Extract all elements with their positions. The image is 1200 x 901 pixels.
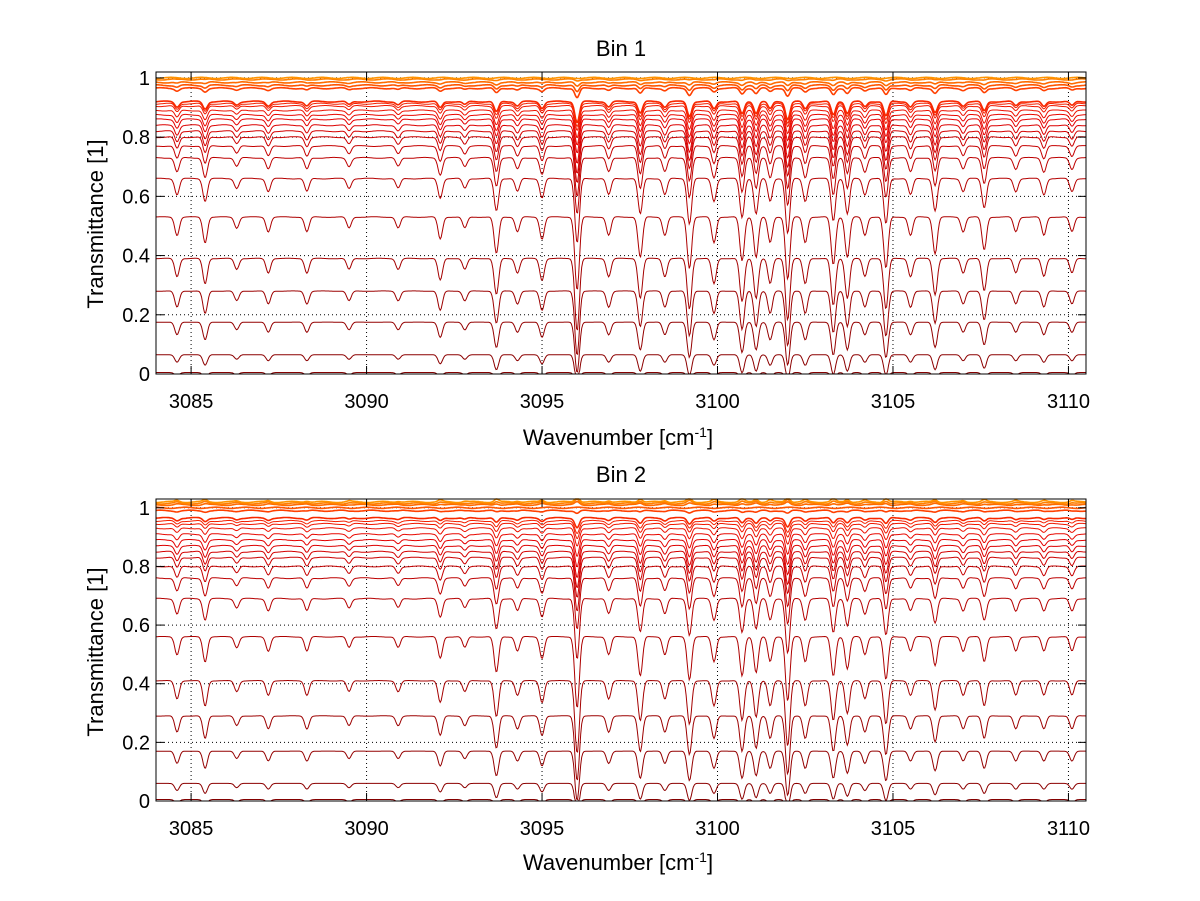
spectrum-series-line	[156, 750, 1086, 801]
spectrum-series-line	[156, 83, 1087, 93]
spectrum-series-line	[155, 527, 1086, 547]
y-axis-ticks: 0 0.2 0.4 0.6 0.8 1	[122, 498, 1086, 813]
y-tick-label: 1	[139, 68, 150, 90]
spectrum-series-line	[155, 145, 1086, 197]
spectrum-series-line	[155, 80, 1086, 87]
spectrum-series-line	[156, 782, 1086, 802]
spectrum-series-line	[156, 76, 1087, 80]
x-tick-label: 3090	[344, 818, 389, 840]
y-tick-label: 0.4	[122, 246, 150, 268]
spectrum-series-line	[155, 257, 1086, 331]
spectrum-series-line	[156, 519, 1087, 534]
chart-title: Bin 1	[596, 36, 646, 61]
spectrum-series-line	[155, 509, 1087, 515]
spectrum-series-line	[155, 216, 1086, 290]
spectrum-series-line	[156, 354, 1086, 375]
y-tick-label: 0.8	[122, 127, 150, 149]
spectrum-series-line	[155, 77, 1087, 82]
spectrum-series-line	[156, 538, 1087, 568]
gridlines	[156, 499, 1086, 801]
x-tick-label: 3085	[169, 818, 214, 840]
spectrum-series-line	[155, 544, 1086, 578]
x-tick-label: 3090	[344, 391, 389, 413]
y-tick-label: 0.2	[122, 305, 150, 327]
spectrum-series-line	[156, 136, 1087, 183]
x-axis-ticks: 3085 3090 3095 3100 3105 3110	[169, 499, 1090, 840]
spectrum-series-line	[156, 635, 1086, 708]
y-tick-label: 0	[139, 364, 150, 386]
spectrum-series-line	[155, 498, 1087, 505]
y-tick-label: 1	[139, 498, 150, 520]
spectrum-series-line	[155, 516, 1086, 529]
spectrum-series-line	[155, 104, 1087, 131]
chart-panel-bin-2: Bin 2 3085 3090 3095 3100 3105 3110 0 0.2 0.4 0.…	[83, 462, 1090, 875]
x-tick-label: 3110	[1047, 818, 1090, 840]
spectrum-series-line	[156, 130, 1087, 174]
y-tick-label: 0.2	[122, 732, 150, 754]
spectrum-series-line	[155, 533, 1087, 557]
y-axis-label: Transmittance [1]	[83, 567, 108, 736]
x-axis-label: Wavenumber [cm-1]	[523, 849, 713, 875]
chart-panel-bin-1: Bin 1 3085 3090 3095 3100 3105 3110 0 0.2 0.4 0.…	[83, 36, 1090, 450]
chart-title: Bin 2	[596, 462, 646, 487]
spectrum-series-line	[156, 506, 1087, 510]
x-tick-label: 3100	[695, 391, 740, 413]
spectrum-series-line	[156, 177, 1087, 243]
spectrum-series-line	[156, 679, 1086, 753]
x-tick-label: 3105	[871, 391, 916, 413]
spectrum-series-line	[156, 556, 1087, 598]
x-axis-ticks: 3085 3090 3095 3100 3105 3110	[169, 72, 1090, 413]
spectrum-series-line	[156, 118, 1087, 154]
series-group	[155, 498, 1087, 802]
y-tick-label: 0.8	[122, 556, 150, 578]
spectrum-series-line	[156, 113, 1087, 146]
y-tick-label: 0	[139, 791, 150, 813]
spectrum-series-line	[156, 597, 1087, 659]
x-axis-label: Wavenumber [cm-1]	[523, 424, 713, 450]
spectrum-series-line	[155, 124, 1086, 164]
plot-frame	[155, 498, 1087, 802]
spectrum-series-line	[155, 550, 1087, 588]
spectrum-series-line	[155, 500, 1086, 507]
plot-frame	[155, 71, 1087, 375]
x-tick-label: 3085	[169, 391, 214, 413]
spectrum-series-line	[156, 715, 1087, 781]
series-group	[155, 76, 1087, 375]
spectrum-series-line	[155, 156, 1087, 214]
x-tick-label: 3105	[871, 818, 916, 840]
y-tick-label: 0.4	[122, 674, 150, 696]
spectrum-series-line	[156, 290, 1086, 356]
y-axis-ticks: 0 0.2 0.4 0.6 0.8 1	[122, 68, 1086, 386]
spectrum-series-line	[155, 577, 1087, 630]
spectrum-series-line	[156, 498, 1087, 504]
x-tick-label: 3095	[520, 391, 565, 413]
y-axis-label: Transmittance [1]	[83, 139, 108, 308]
spectrum-series-line	[155, 522, 1087, 539]
spectrum-series-line	[156, 321, 1086, 373]
spectrum-series-line	[155, 109, 1086, 139]
y-tick-label: 0.6	[122, 615, 150, 637]
y-tick-label: 0.6	[122, 186, 150, 208]
spectrum-series-line	[155, 100, 1087, 124]
x-tick-label: 3110	[1047, 391, 1090, 413]
spectrum-series-line	[155, 86, 1087, 99]
gridlines	[156, 72, 1086, 374]
x-tick-label: 3100	[695, 818, 740, 840]
x-tick-label: 3095	[520, 818, 565, 840]
spectrum-series-line	[155, 565, 1086, 612]
